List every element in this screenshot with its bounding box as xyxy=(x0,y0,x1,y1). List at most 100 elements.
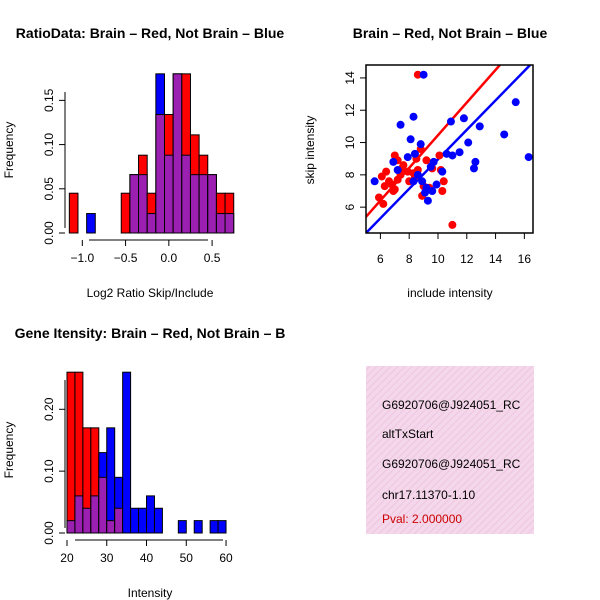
scatter-y-tick-label: 10 xyxy=(343,136,357,150)
blue-point xyxy=(429,157,438,166)
intensity-y-tick-label: 0.10 xyxy=(42,459,56,483)
ratio-overlap-bar xyxy=(224,213,235,234)
info-panel: G6920706@J924051_RC altTxStart G6920706@… xyxy=(366,366,534,534)
blue-point xyxy=(446,117,455,126)
ratio-overlap-bar xyxy=(164,154,174,234)
intensity-y-label: Frequency xyxy=(2,422,16,479)
blue-point xyxy=(459,114,468,123)
blue-point xyxy=(524,153,533,162)
ratio-overlap-bar xyxy=(155,114,166,234)
ratio-overlap-bar xyxy=(172,73,183,234)
ratio-histogram-panel: RatioData: Brain – Red, Not Brain – Blue… xyxy=(2,25,284,300)
blue-point xyxy=(432,180,441,189)
info-event-type: altTxStart xyxy=(382,427,434,441)
ratio-overlap-bar xyxy=(129,174,140,234)
scatter-y-tick-label: 6 xyxy=(343,203,357,210)
intensity-bar xyxy=(122,371,132,534)
intensity-bar xyxy=(217,520,227,534)
blue-point xyxy=(416,140,425,149)
blue-point xyxy=(455,148,464,157)
ratio-overlap-bar xyxy=(215,213,226,234)
intensity-x-ticks: 20 30 40 50 60 xyxy=(60,540,233,565)
ratio-x-tick-label: −0.5 xyxy=(114,251,138,265)
blue-point xyxy=(410,149,419,158)
red-point xyxy=(379,199,388,208)
intensity-bar xyxy=(130,507,140,534)
scatter-y-tick-label: 12 xyxy=(343,103,357,117)
blue-point xyxy=(396,120,405,129)
blue-point xyxy=(418,177,427,186)
red-point xyxy=(435,151,444,160)
blue-point xyxy=(500,130,509,139)
blue-point xyxy=(403,153,412,162)
intensity-bar xyxy=(177,520,187,534)
blue-point xyxy=(475,122,484,131)
intensity-bar xyxy=(193,520,203,534)
intensity-overlap-bar xyxy=(66,520,76,534)
intensity-overlap-bar xyxy=(90,495,100,534)
intensity-histogram-title: Gene Itensity: Brain – Red, Not Brain – … xyxy=(15,325,286,341)
red-point xyxy=(374,193,383,202)
blue-point xyxy=(428,187,437,195)
red-fit-line xyxy=(366,65,501,218)
ratio-y-tick-label: 0.00 xyxy=(42,221,56,245)
intensity-x-tick-label: 30 xyxy=(100,551,114,565)
scatter-x-label: include intensity xyxy=(407,286,492,300)
intensity-histogram-panel: Gene Itensity: Brain – Red, Not Brain – … xyxy=(2,325,285,600)
scatter-x-tick-label: 10 xyxy=(431,252,445,266)
scatter-fit-lines xyxy=(366,65,532,233)
scatter-y-tick-label: 8 xyxy=(343,171,357,178)
info-probe-id-2: G6920706@J924051_RC xyxy=(382,457,521,471)
scatter-x-ticks: 6 8 10 12 14 16 xyxy=(377,233,531,266)
info-probe-id: G6920706@J924051_RC xyxy=(382,398,521,412)
intensity-overlap-bar xyxy=(114,507,124,534)
blue-point xyxy=(464,138,473,147)
intensity-y-ticks: 0.00 0.10 0.20 xyxy=(42,397,65,545)
intensity-histogram-bars xyxy=(66,371,227,534)
scatter-x-tick-label: 6 xyxy=(377,252,384,266)
red-point xyxy=(448,220,457,229)
scatter-x-tick-label: 8 xyxy=(406,252,413,266)
intensity-x-tick-label: 60 xyxy=(219,551,233,565)
ratio-bar xyxy=(86,213,96,234)
intensity-overlap-bar xyxy=(98,476,108,534)
intensity-x-tick-label: 40 xyxy=(140,551,154,565)
blue-point xyxy=(393,166,402,174)
ratio-x-tick-label: 0.0 xyxy=(160,251,177,265)
ratio-overlap-bar xyxy=(138,174,148,234)
blue-point xyxy=(448,151,457,160)
ratio-bar xyxy=(68,192,79,234)
scatter-x-tick-label: 16 xyxy=(518,252,532,266)
ratio-y-label: Frequency xyxy=(2,122,16,179)
red-point xyxy=(413,70,422,79)
ratio-x-ticks: −1.0 −0.5 0.0 0.5 xyxy=(70,240,221,265)
info-pval: Pval: 2.000000 xyxy=(382,512,462,526)
intensity-x-tick-label: 50 xyxy=(180,551,194,565)
intensity-y-tick-label: 0.00 xyxy=(42,521,56,545)
intensity-bar xyxy=(146,495,155,534)
scatter-y-tick-label: 14 xyxy=(343,71,357,85)
scatter-panel: Brain – Red, Not Brain – Blue 6 8 10 12 14 16… xyxy=(303,25,547,300)
ratio-y-tick-label: 0.10 xyxy=(42,133,56,157)
intensity-bar xyxy=(138,507,148,534)
scatter-x-tick-label: 12 xyxy=(460,252,474,266)
red-point xyxy=(439,177,448,186)
ratio-overlap-bar xyxy=(189,174,200,234)
blue-point xyxy=(469,164,478,173)
blue-point xyxy=(409,112,418,121)
ratio-x-tick-label: −1.0 xyxy=(70,251,94,265)
scatter-points xyxy=(370,70,533,229)
intensity-x-tick-label: 20 xyxy=(60,551,74,565)
intensity-x-label: Intensity xyxy=(128,586,173,600)
scatter-x-tick-label: 14 xyxy=(489,252,503,266)
blue-point xyxy=(438,167,447,176)
blue-point xyxy=(370,177,379,186)
intensity-overlap-bar xyxy=(82,507,92,534)
red-point xyxy=(389,187,398,195)
blue-point xyxy=(413,170,422,179)
red-point xyxy=(438,187,447,195)
ratio-overlap-bar xyxy=(198,174,209,234)
ratio-histogram-bars xyxy=(68,73,235,234)
ratio-y-tick-label: 0.15 xyxy=(42,88,56,112)
